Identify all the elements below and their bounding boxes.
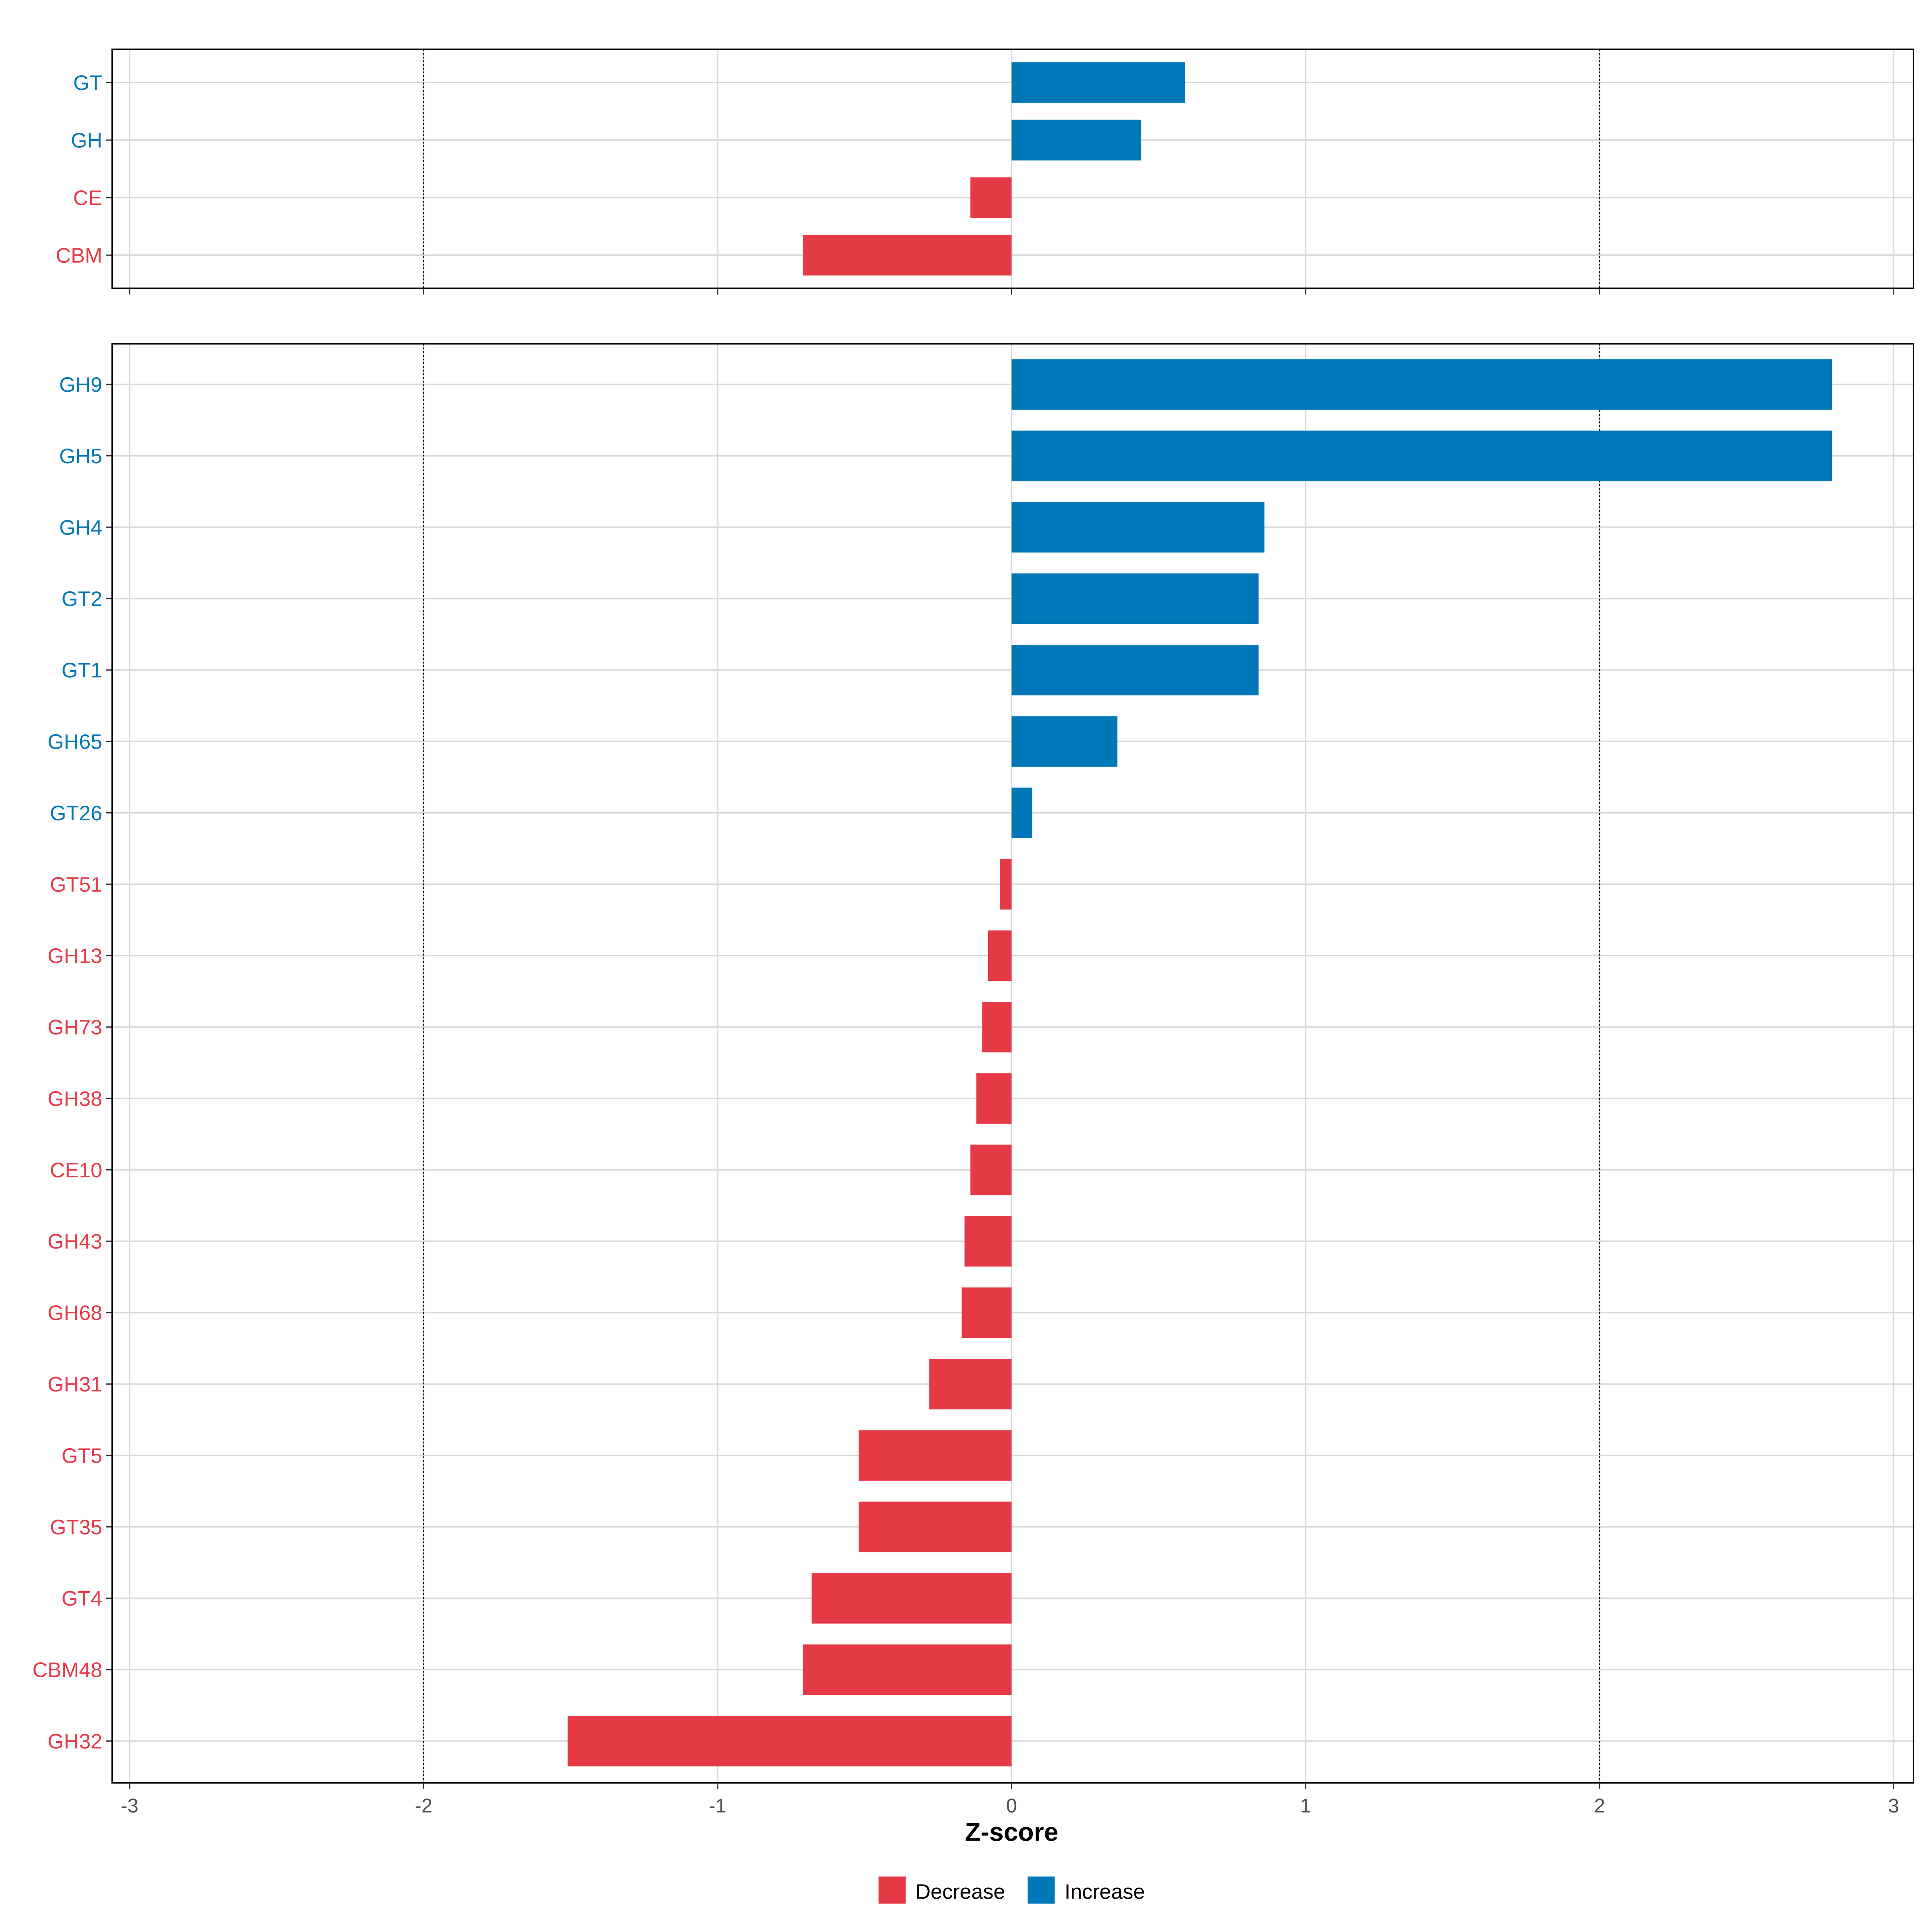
panel-border xyxy=(111,343,1914,1784)
category-label: GH5 xyxy=(59,445,102,468)
category-label: GT35 xyxy=(50,1516,102,1539)
category-label: GH65 xyxy=(47,730,102,753)
category-label: CE10 xyxy=(50,1159,102,1182)
bar-gh73 xyxy=(982,1001,1012,1053)
bottom-panel: GH9GH5GH4GT2GT1GH65GT26GT51GH13GH73GH38C… xyxy=(33,343,1914,1817)
bar-gh31 xyxy=(929,1358,1012,1410)
category-label: GT51 xyxy=(50,873,102,896)
category-label: GH43 xyxy=(47,1230,102,1253)
category-label: CBM xyxy=(56,244,102,267)
category-label: GH xyxy=(71,129,102,152)
bar-gt xyxy=(1011,62,1185,103)
x-tick-label: 0 xyxy=(1006,1795,1017,1817)
category-label: GT1 xyxy=(62,659,102,682)
x-tick-label: -2 xyxy=(415,1795,433,1817)
top-panel: GT GH CE CBM xyxy=(56,48,1914,295)
x-axis-title: Z-score xyxy=(965,1817,1058,1846)
bar-gh32 xyxy=(568,1715,1012,1767)
category-label: GH13 xyxy=(47,945,102,968)
bar-ce10 xyxy=(970,1144,1012,1195)
bar-gh9 xyxy=(1011,359,1832,410)
bar-gh68 xyxy=(962,1287,1012,1338)
bar-gt2 xyxy=(1011,573,1259,624)
legend: Decrease Increase xyxy=(878,1876,1145,1904)
bar-cbm xyxy=(803,235,1012,276)
category-label: GT26 xyxy=(50,802,102,825)
category-label: CE xyxy=(73,186,102,210)
panel-border xyxy=(111,48,1914,289)
bar-gt51 xyxy=(1000,859,1012,910)
bar-cbm48 xyxy=(803,1644,1012,1695)
category-label: GH73 xyxy=(47,1016,102,1039)
legend-label-increase: Increase xyxy=(1065,1880,1145,1903)
category-label: GH32 xyxy=(47,1730,102,1753)
bar-gh xyxy=(1011,120,1141,161)
category-label: GH9 xyxy=(59,373,102,396)
bar-gh65 xyxy=(1011,716,1118,767)
bar-gt5 xyxy=(859,1430,1012,1481)
bar-gt35 xyxy=(859,1501,1012,1552)
bar-gh4 xyxy=(1011,502,1265,553)
category-label: GT2 xyxy=(62,588,102,611)
x-tick-label: 3 xyxy=(1888,1795,1899,1817)
bar-gt1 xyxy=(1011,644,1259,696)
bar-gh13 xyxy=(988,930,1012,981)
bar-gt26 xyxy=(1011,787,1032,838)
x-tick-label: 2 xyxy=(1594,1795,1605,1817)
bar-ce xyxy=(970,177,1012,218)
legend-swatch-increase xyxy=(1028,1876,1055,1904)
category-label: GH31 xyxy=(47,1373,102,1396)
category-label: CBM48 xyxy=(33,1659,103,1682)
bar-gh38 xyxy=(976,1073,1012,1124)
bar-gh43 xyxy=(964,1216,1012,1267)
category-label: GH4 xyxy=(59,516,102,539)
x-tick-label: -3 xyxy=(121,1795,138,1817)
category-label: GT5 xyxy=(62,1444,102,1468)
legend-label-decrease: Decrease xyxy=(915,1880,1005,1903)
x-tick-label: 1 xyxy=(1300,1795,1311,1817)
x-tick-label: -1 xyxy=(709,1795,727,1817)
category-label: GH38 xyxy=(47,1087,102,1110)
legend-swatch-decrease xyxy=(878,1876,906,1904)
bar-gh5 xyxy=(1011,430,1832,481)
category-label: GT4 xyxy=(62,1587,102,1610)
bar-gt4 xyxy=(811,1573,1012,1624)
category-label: GT xyxy=(73,71,102,95)
category-label: GH68 xyxy=(47,1302,102,1325)
